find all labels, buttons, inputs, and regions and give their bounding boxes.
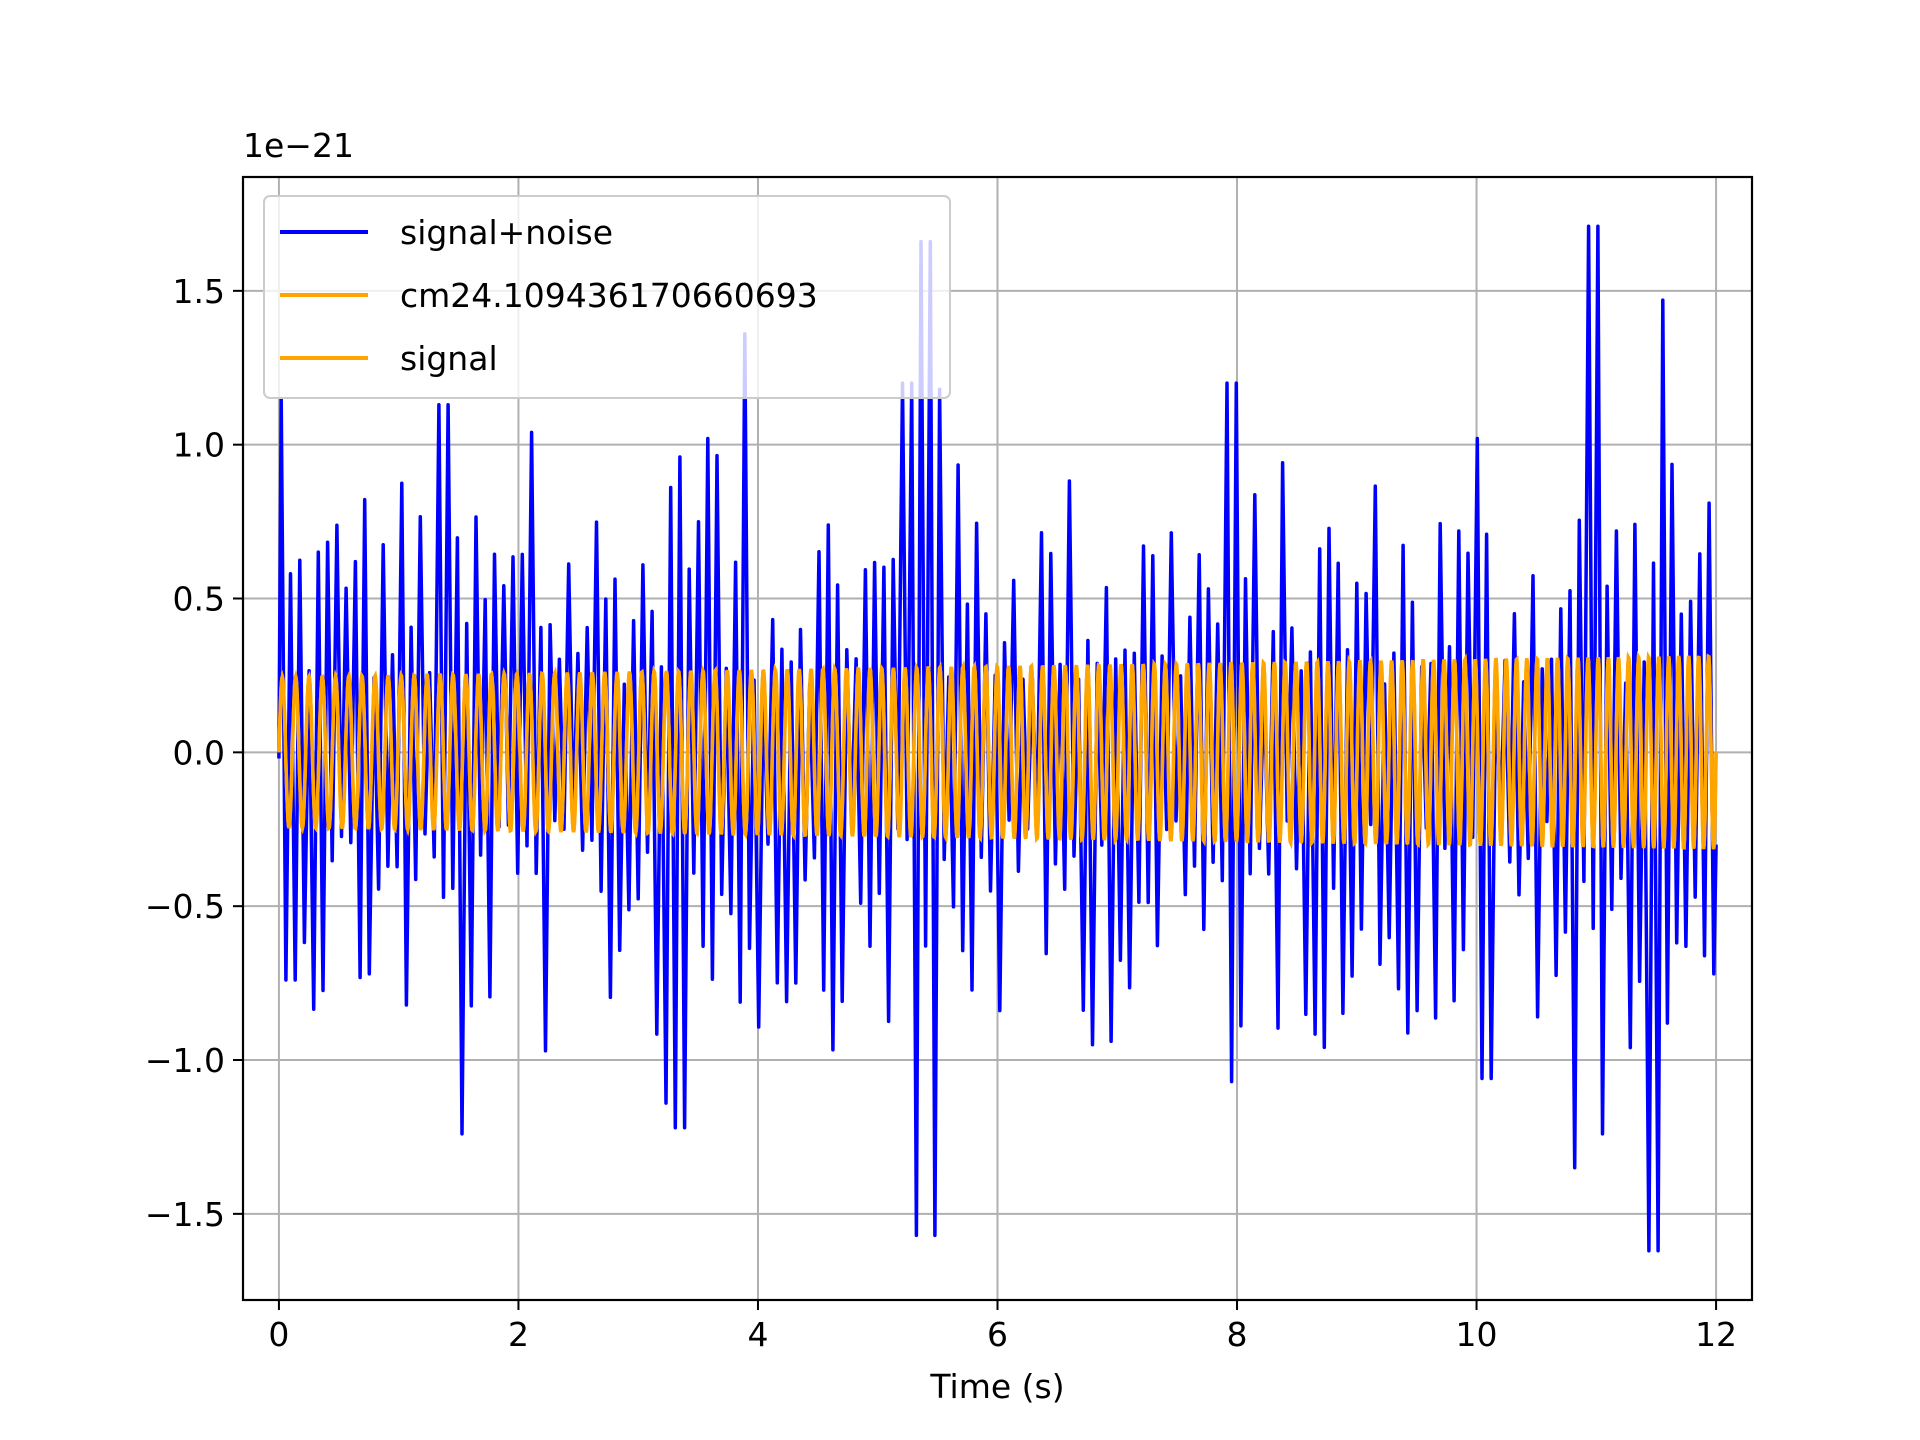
legend-label: signal — [400, 339, 498, 378]
x-tick-label: 0 — [268, 1315, 289, 1354]
plot-lines — [277, 224, 1718, 1253]
x-tick-label: 8 — [1227, 1315, 1248, 1354]
y-axis: −1.5 −1.0 −0.5 0.0 0.5 1.0 1.5 — [145, 272, 243, 1234]
y-tick-label: 0.0 — [173, 733, 225, 772]
legend: signal+noise cm24.109436170660693 signal — [263, 195, 951, 399]
y-tick-label: −1.0 — [145, 1041, 225, 1080]
x-tick-label: 6 — [987, 1315, 1008, 1354]
x-tick-label: 4 — [747, 1315, 768, 1354]
y-tick-label: −0.5 — [145, 887, 225, 926]
series-line-signal — [277, 650, 1718, 850]
y-tick-label: 1.5 — [173, 272, 225, 311]
x-tick-label: 10 — [1456, 1315, 1498, 1354]
legend-label: cm24.109436170660693 — [400, 276, 818, 315]
y-tick-label: −1.5 — [145, 1195, 225, 1234]
x-tick-label: 2 — [508, 1315, 529, 1354]
y-tick-label: 0.5 — [173, 580, 225, 619]
legend-box — [263, 195, 951, 399]
x-axis-title: Time (s) — [929, 1367, 1064, 1406]
y-tick-label: 1.0 — [173, 426, 225, 465]
x-tick-label: 12 — [1695, 1315, 1737, 1354]
series-line-signal-noise — [277, 224, 1718, 1253]
x-axis: 0 2 4 6 8 10 12 — [268, 1300, 1737, 1354]
legend-label: signal+noise — [400, 213, 613, 252]
y-offset-label: 1e−21 — [243, 126, 354, 165]
